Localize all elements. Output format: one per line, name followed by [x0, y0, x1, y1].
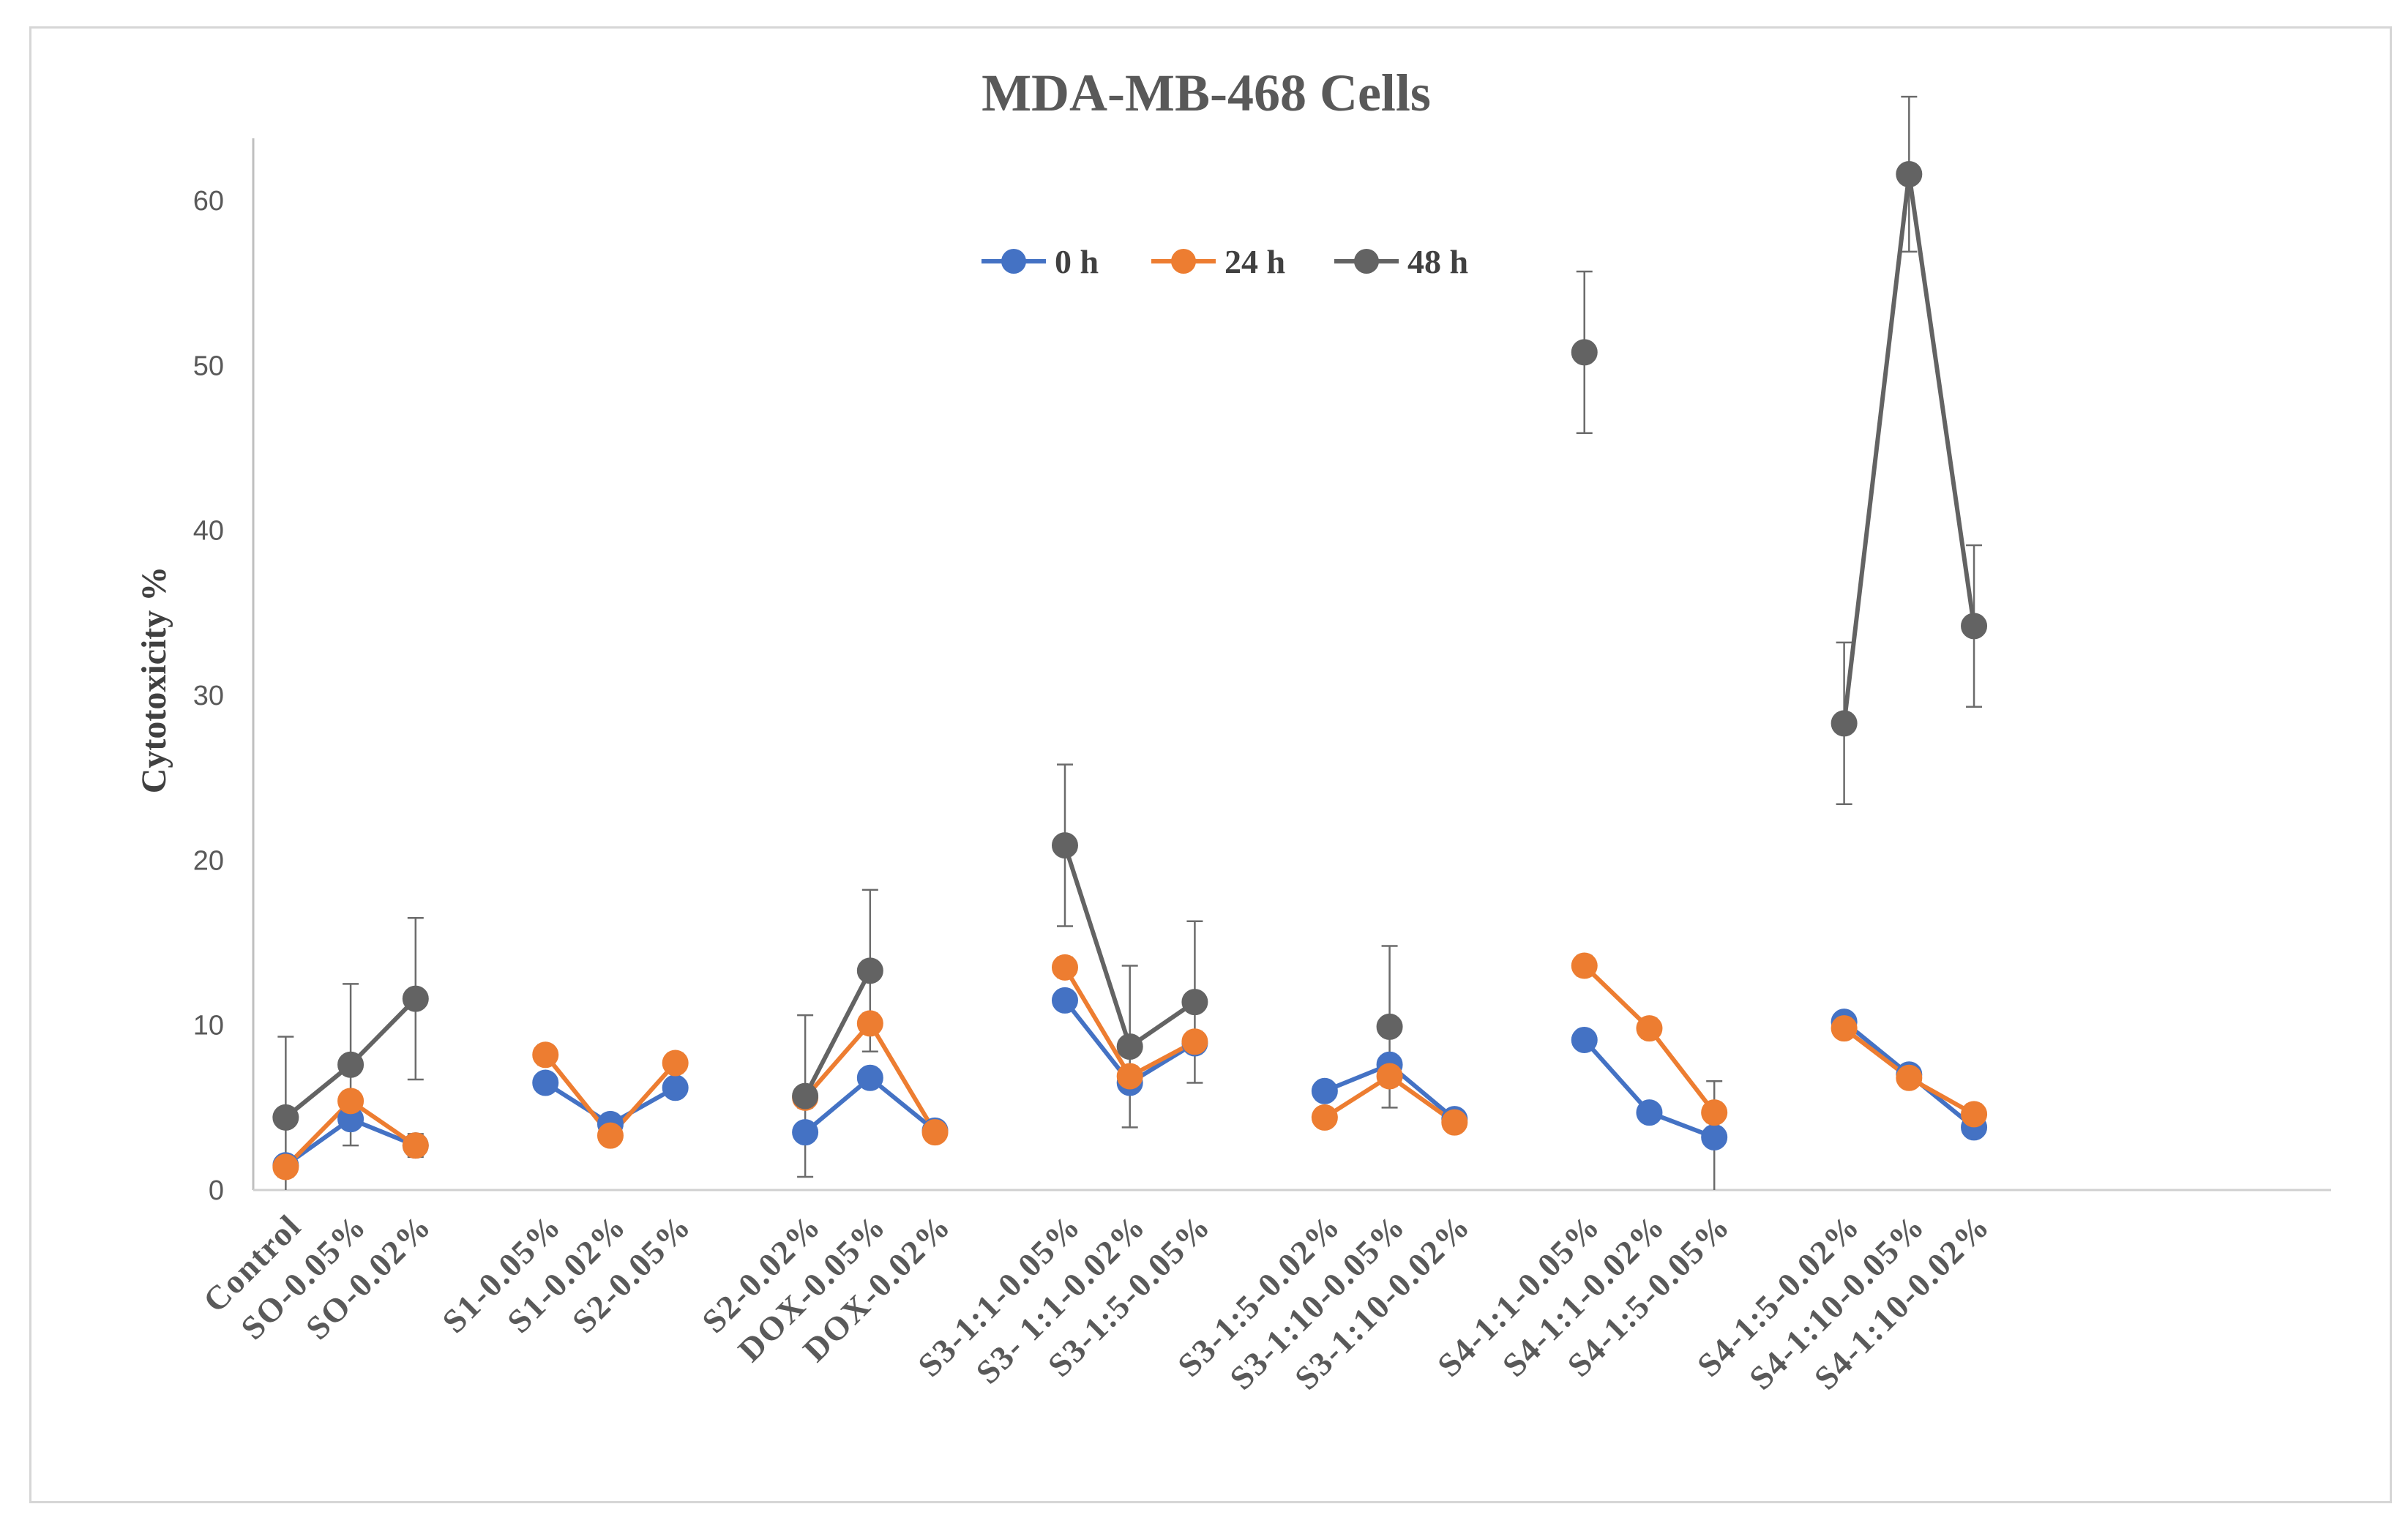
- marker-24h: [921, 1119, 949, 1146]
- marker-48h: [402, 985, 429, 1012]
- y-tick-label: 20: [193, 845, 224, 876]
- marker-0h: [792, 1119, 819, 1146]
- marker-0h: [856, 1064, 883, 1091]
- marker-24h: [1051, 954, 1078, 981]
- marker-0h: [532, 1069, 559, 1096]
- marker-48h: [1571, 339, 1598, 366]
- legend-label: 24 h: [1224, 243, 1285, 280]
- marker-48h: [1181, 989, 1208, 1016]
- marker-24h: [1376, 1063, 1403, 1090]
- marker-24h: [662, 1050, 689, 1077]
- marker-0h: [1051, 987, 1078, 1014]
- marker-0h: [662, 1074, 689, 1101]
- legend: 0 h 24 h 48 h: [981, 243, 1468, 280]
- marker-24h: [1701, 1099, 1728, 1126]
- marker-48h: [1051, 832, 1078, 859]
- marker-0h: [1701, 1123, 1728, 1150]
- marker-48h: [1116, 1033, 1143, 1060]
- chart-title: MDA-MB-468 Cells: [981, 64, 1431, 122]
- marker-48h: [856, 957, 883, 984]
- marker-48h: [1896, 161, 1923, 188]
- marker-24h: [1636, 1015, 1663, 1042]
- series-line-48h: [1841, 172, 1977, 724]
- marker-24h: [272, 1153, 299, 1181]
- marker-0h: [1636, 1099, 1663, 1126]
- error-bars: [277, 95, 1983, 1190]
- marker-0h: [1311, 1077, 1338, 1104]
- marker-24h: [856, 1010, 883, 1037]
- marker-24h: [1831, 1015, 1858, 1042]
- y-tick-label: 10: [193, 1011, 224, 1041]
- y-tick-label: 60: [193, 186, 224, 217]
- marker-24h: [1896, 1064, 1923, 1091]
- chart-frame: MDA-MB-468 Cells Cytotoxicity % 0 10 20 30 4…: [29, 26, 2392, 1503]
- marker-48h: [792, 1082, 819, 1110]
- y-axis-label: Cytotoxicity %: [135, 566, 173, 794]
- marker-48h: [1831, 710, 1858, 737]
- chart-svg: MDA-MB-468 Cells Cytotoxicity % 0 10 20 30 4…: [135, 64, 2331, 1397]
- legend-label: 0 h: [1055, 243, 1099, 280]
- data-markers: [272, 161, 1988, 1181]
- marker-24h: [1571, 952, 1598, 979]
- marker-24h: [337, 1088, 364, 1115]
- marker-24h: [1311, 1104, 1338, 1131]
- marker-24h: [1181, 1028, 1208, 1055]
- y-tick-label: 0: [209, 1175, 224, 1206]
- marker-48h: [1961, 613, 1988, 640]
- y-tick-label: 30: [193, 681, 224, 711]
- x-tick-labels: ControlSO-0.05%SO-0.02%S1-0.05%S1-0.02%S…: [196, 1207, 1997, 1397]
- y-tick-label: 50: [193, 351, 224, 381]
- marker-48h: [337, 1051, 364, 1078]
- marker-48h: [272, 1104, 299, 1131]
- marker-24h: [532, 1041, 559, 1069]
- y-tick-label: 40: [193, 516, 224, 547]
- legend-label: 48 h: [1407, 243, 1468, 280]
- marker-48h: [1376, 1013, 1403, 1040]
- axes: 0 10 20 30 40 50 60: [193, 138, 2331, 1206]
- legend-marker-0h: [1001, 249, 1026, 274]
- series-line-48h: [803, 969, 872, 1097]
- marker-0h: [1571, 1026, 1598, 1053]
- legend-marker-24h: [1171, 249, 1196, 274]
- marker-24h: [597, 1122, 624, 1149]
- marker-24h: [1116, 1063, 1143, 1090]
- marker-24h: [1961, 1101, 1988, 1128]
- marker-24h: [1441, 1109, 1468, 1136]
- legend-marker-48h: [1354, 249, 1379, 274]
- marker-24h: [402, 1132, 429, 1159]
